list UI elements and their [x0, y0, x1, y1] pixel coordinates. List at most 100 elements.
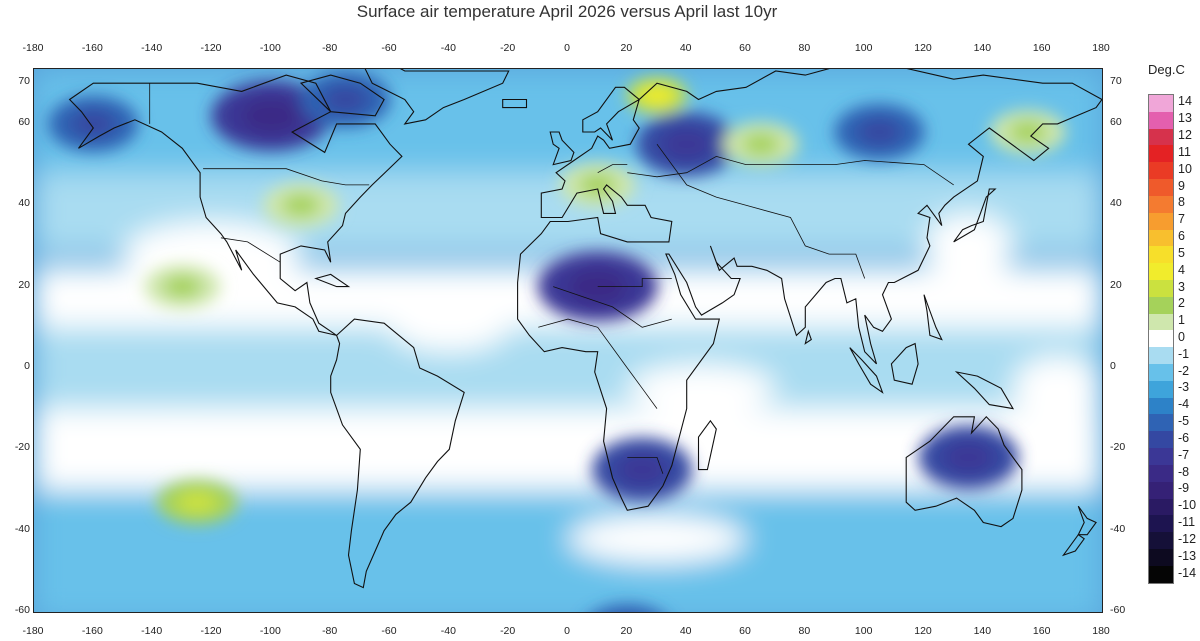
- colorbar-segment: [1149, 128, 1173, 146]
- lat-tick-label-left: 70: [18, 75, 30, 88]
- country-border: [538, 318, 658, 409]
- coastline-madagascar: [697, 419, 717, 471]
- colorbar-segment: [1149, 481, 1173, 499]
- colorbar-segment: [1149, 95, 1173, 112]
- coastline-iceland: [502, 98, 528, 109]
- country-border: [627, 155, 954, 186]
- lon-tick-label-bottom: 140: [973, 625, 992, 637]
- anomaly-blob-core: [943, 441, 994, 474]
- colorbar-segment: [1149, 212, 1173, 230]
- neutral-anomaly-region: [627, 363, 776, 413]
- anomaly-blob-core: [323, 85, 368, 114]
- lat-tick-label-right: 40: [1110, 197, 1122, 210]
- colorbar-segment: [1149, 448, 1173, 465]
- colorbar-segment: [1149, 380, 1173, 398]
- colorbar-level-label: -7: [1178, 447, 1190, 462]
- country-border: [553, 286, 672, 328]
- lat-tick-label-right: -60: [1110, 604, 1126, 616]
- lon-tick-label-bottom: -140: [141, 625, 163, 637]
- colorbar-segment: [1149, 431, 1173, 449]
- colorbar-segment: [1149, 347, 1173, 364]
- coastline-japan: [953, 188, 997, 243]
- colorbar-segment: [1149, 195, 1173, 213]
- colorbar-level-label: 14: [1178, 94, 1192, 109]
- colorbar-segment: [1149, 515, 1173, 533]
- lat-tick-label-left: -20: [14, 441, 30, 454]
- colorbar-segment: [1149, 313, 1173, 331]
- colorbar-segment: [1149, 279, 1173, 297]
- lon-tick-label-top: -80: [322, 42, 338, 54]
- country-border: [656, 143, 866, 279]
- coastline-africa-eurasia: [517, 69, 1102, 511]
- coastline-uk: [549, 131, 575, 166]
- lon-tick-label-bottom: -100: [259, 625, 281, 637]
- country-border: [203, 168, 370, 186]
- colorbar-segment: [1149, 179, 1173, 196]
- country-border: [220, 237, 281, 263]
- lon-tick-label-bottom: -20: [500, 625, 516, 637]
- lat-tick-label-left: -40: [14, 522, 30, 535]
- colorbar-title: Deg.C: [1148, 62, 1185, 77]
- neutral-anomaly-region: [1013, 355, 1102, 421]
- anomaly-blob-core: [163, 275, 202, 298]
- lon-tick-label-top: -60: [381, 42, 397, 54]
- lon-tick-label-top: 0: [564, 42, 570, 54]
- coastline-australia: [905, 415, 1023, 528]
- colorbar-level-label: -13: [1178, 548, 1197, 563]
- lat-tick-label-right: 70: [1110, 75, 1122, 88]
- colorbar-level-label: -6: [1178, 430, 1190, 445]
- anomaly-detail-layer: [48, 71, 1066, 612]
- colorbar-segment: [1149, 414, 1173, 432]
- anomaly-blob: [596, 604, 659, 612]
- neutral-anomaly-region: [63, 408, 302, 450]
- colorbar-segment: [1149, 229, 1173, 247]
- coastline-north-america: [68, 74, 403, 336]
- anomaly-blob-core: [567, 269, 628, 305]
- lon-tick-label-top: 80: [798, 42, 811, 54]
- colorbar-level-label: 10: [1178, 161, 1192, 176]
- lat-tick-label-right: 60: [1110, 115, 1122, 128]
- lon-tick-label-top: -20: [500, 42, 516, 54]
- anomaly-blob-core: [617, 453, 668, 486]
- lon-tick-label-top: 140: [973, 42, 992, 54]
- lon-tick-label-top: 60: [739, 42, 751, 54]
- lat-tick-label-left: 20: [18, 278, 30, 291]
- colorbar-segment: [1149, 548, 1173, 566]
- colorbar-segment: [1149, 296, 1173, 314]
- colorbar-segment: [1149, 246, 1173, 264]
- lon-tick-label-top: 100: [854, 42, 873, 54]
- colorbar-level-label: 0: [1178, 330, 1185, 344]
- colorbar-level-label: -2: [1178, 363, 1190, 378]
- coastline-sri-lanka: [804, 329, 812, 345]
- lon-tick-label-top: -160: [81, 42, 103, 54]
- lon-tick-label-top: -100: [259, 42, 281, 54]
- lon-tick-label-bottom: 60: [739, 625, 751, 637]
- lon-tick-label-bottom: 0: [564, 625, 570, 637]
- lat-tick-label-right: -40: [1110, 522, 1126, 535]
- coastline-sumatra: [849, 347, 884, 394]
- coastline-cuba: [314, 273, 351, 288]
- colorbar-level-label: -8: [1178, 464, 1190, 479]
- neutral-anomaly-region: [390, 302, 509, 352]
- lat-tick-label-left: 60: [18, 115, 30, 128]
- colorbar-level-label: 9: [1178, 178, 1185, 193]
- lon-tick-label-top: 180: [1092, 42, 1110, 54]
- colorbar-level-label: 12: [1178, 128, 1192, 143]
- anomaly-blob-core: [241, 98, 302, 134]
- lon-tick-label-top: 160: [1032, 42, 1051, 54]
- colorbar-level-label: -14: [1178, 565, 1197, 580]
- lon-tick-label-bottom: 160: [1032, 625, 1051, 637]
- colorbar-level-label: -9: [1178, 481, 1190, 496]
- colorbar-level-label: 7: [1178, 212, 1185, 227]
- colorbar-level-label: 5: [1178, 245, 1185, 260]
- background-band: [34, 71, 1102, 173]
- coastline-new-zealand: [1077, 505, 1097, 536]
- lat-tick-label-right: 0: [1110, 359, 1116, 372]
- temperature-anomaly-map: [33, 68, 1103, 613]
- lat-tick-label-left: 40: [18, 197, 30, 210]
- lon-tick-label-bottom: 120: [914, 625, 932, 637]
- anomaly-blob-core: [857, 118, 902, 147]
- country-border: [597, 278, 672, 287]
- anomaly-blob-core: [661, 128, 712, 161]
- colorbar-segment: [1149, 565, 1173, 583]
